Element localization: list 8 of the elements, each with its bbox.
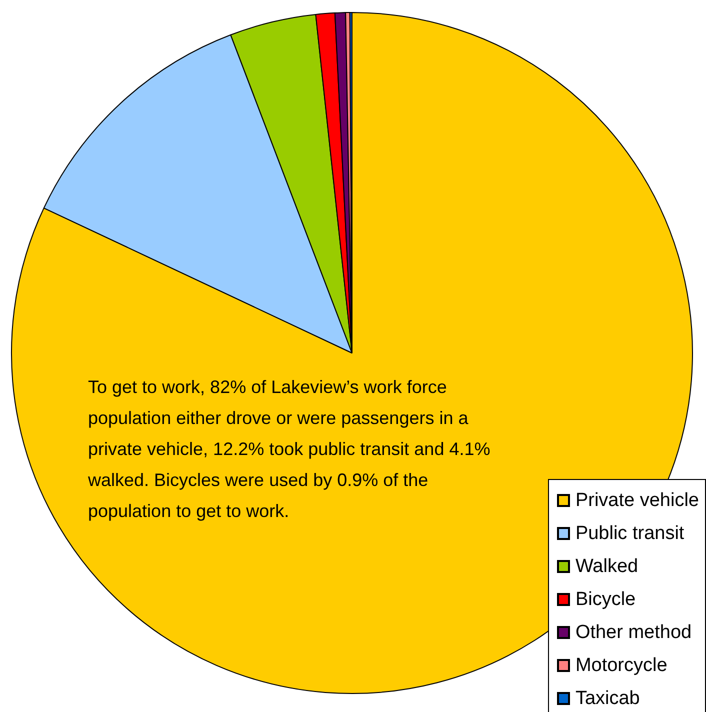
text: To get to work, 82% of Lakeview’s work force population either drove or were passengers in a private vehicle, 12.2% took public transit and 4.1% walked. Bicycles were used by 0.9% of the population to get to work. [88,376,492,523]
legend-label: Other method [575,622,692,644]
legend-label: Motorcycle [575,654,668,676]
legend-label: Taxicab [575,688,640,710]
legend-label: Public transit [575,522,684,544]
legend-label: Bicycle [575,588,636,610]
legend-label: Private vehicle [575,490,699,512]
legend-label: Walked [575,556,638,578]
